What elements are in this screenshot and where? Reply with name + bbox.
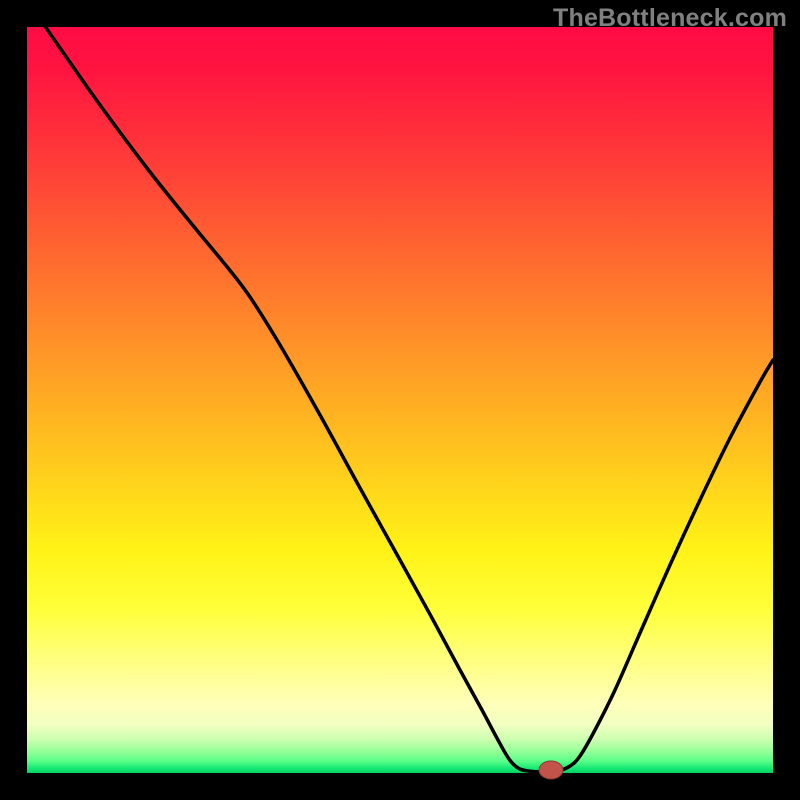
plot-background <box>27 27 773 773</box>
chart-container: TheBottleneck.com <box>0 0 800 800</box>
optimum-marker <box>539 761 563 779</box>
bottleneck-chart <box>0 0 800 800</box>
watermark-text: TheBottleneck.com <box>553 4 787 33</box>
